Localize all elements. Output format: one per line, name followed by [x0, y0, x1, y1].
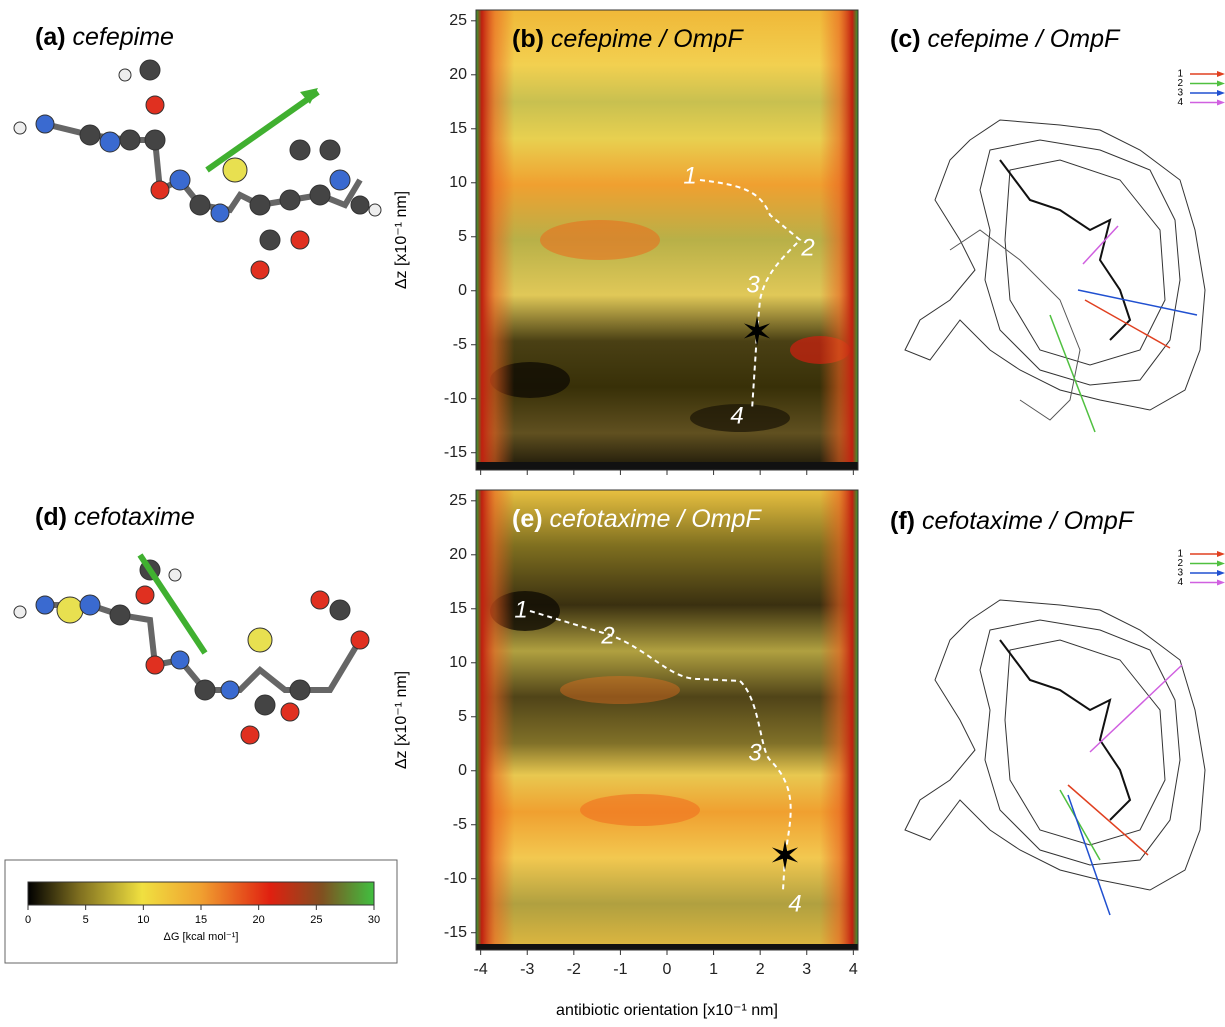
colorbar — [28, 882, 374, 905]
x-tick-label: 1 — [709, 961, 718, 978]
x-tick-label: -3 — [520, 961, 534, 978]
path-label: 1 — [514, 596, 527, 623]
panel-title: (a) cefepime — [35, 23, 174, 51]
panel-title: (e) cefotaxime / OmpF — [512, 505, 762, 533]
y-tick-label: -5 — [453, 816, 467, 833]
panel-title: (d) cefotaxime — [35, 503, 195, 531]
legend-label: 4 — [1177, 577, 1183, 588]
y-tick-label: 5 — [458, 708, 467, 725]
figure: ✶ ✶ ΔG [kcal mol⁻¹] (a — [0, 0, 1225, 1022]
svg-text:✶: ✶ — [768, 835, 802, 879]
y-tick-label: 10 — [449, 174, 467, 191]
protein-c — [905, 120, 1205, 420]
x-tick-label: 0 — [663, 961, 672, 978]
panel-name: cefotaxime / OmpF — [922, 507, 1135, 535]
x-tick-label: 3 — [802, 961, 811, 978]
y-tick-label: -10 — [444, 390, 467, 407]
y-tick-label: 0 — [458, 282, 467, 299]
panel-label: (f) — [890, 507, 915, 535]
y-tick-label: 15 — [449, 600, 467, 617]
y-tick-label: 5 — [458, 228, 467, 245]
path-label: 1 — [683, 162, 696, 189]
legend-arrow — [1217, 100, 1225, 106]
panel-title: (c) cefepime / OmpF — [890, 25, 1121, 53]
y-tick-label: 20 — [449, 66, 467, 83]
legend-arrow — [1217, 561, 1225, 567]
y-tick-label: 20 — [449, 546, 467, 563]
colorbar-tick-label: 15 — [195, 914, 207, 926]
colorbar-label: ΔG [kcal mol⁻¹] — [164, 931, 239, 943]
y-tick-label: -15 — [444, 444, 467, 461]
x-tick-label: -1 — [613, 961, 627, 978]
molecule-d — [14, 555, 369, 744]
colorbar-tick-label: 10 — [137, 914, 149, 926]
y-tick-label: 25 — [449, 492, 467, 509]
y-tick-label: -10 — [444, 870, 467, 887]
y-tick-label: 10 — [449, 654, 467, 671]
panel-name: cefepime / OmpF — [928, 25, 1121, 53]
x-tick-label: -2 — [567, 961, 581, 978]
y-tick-label: -5 — [453, 336, 467, 353]
legend-arrow — [1217, 570, 1225, 576]
colorbar-tick-label: 5 — [83, 914, 89, 926]
panel-name: cefepime — [73, 23, 174, 51]
y-tick-label: -15 — [444, 924, 467, 941]
panel-label: (c) — [890, 25, 921, 53]
path-label: 3 — [748, 739, 762, 766]
y-axis-label: Δz [x10⁻¹ nm] — [393, 191, 410, 289]
y-axis-label: Δz [x10⁻¹ nm] — [393, 671, 410, 769]
legend-arrow — [1217, 551, 1225, 557]
legend-arrow — [1217, 81, 1225, 87]
panel-title: (f) cefotaxime / OmpF — [890, 507, 1135, 535]
protein-f — [905, 600, 1205, 890]
legend-label: 4 — [1177, 97, 1183, 108]
panel-name: cefotaxime — [74, 503, 195, 531]
colorbar-tick-label: 25 — [310, 914, 322, 926]
path-label: 2 — [600, 622, 614, 649]
panel-label: (d) — [35, 503, 67, 531]
legend-arrow — [1217, 90, 1225, 96]
svg-text:✶: ✶ — [740, 311, 774, 355]
x-tick-label: 4 — [849, 961, 858, 978]
x-axis-label: antibiotic orientation [x10⁻¹ nm] — [556, 1002, 778, 1019]
map-e: ✶ — [476, 490, 858, 950]
colorbar-tick-label: 0 — [25, 914, 31, 926]
panel-label: (b) — [512, 25, 544, 53]
path-label: 2 — [800, 234, 814, 261]
legend-arrow — [1217, 580, 1225, 586]
panel-name: cefotaxime / OmpF — [550, 505, 763, 533]
path-label: 3 — [746, 271, 760, 298]
y-tick-label: 0 — [458, 762, 467, 779]
panel-name: cefepime / OmpF — [551, 25, 744, 53]
colorbar-tick-label: 20 — [253, 914, 265, 926]
y-tick-label: 25 — [449, 12, 467, 29]
colorbar-frame — [5, 860, 397, 963]
panel-label: (e) — [512, 505, 543, 533]
path-label: 4 — [788, 890, 801, 917]
y-tick-label: 15 — [449, 120, 467, 137]
path-label: 4 — [730, 402, 743, 429]
legend-arrow — [1217, 71, 1225, 77]
panel-label: (a) — [35, 23, 66, 51]
colorbar-tick-label: 30 — [368, 914, 380, 926]
x-tick-label: -4 — [474, 961, 488, 978]
x-tick-label: 2 — [756, 961, 765, 978]
panel-title: (b) cefepime / OmpF — [512, 25, 744, 53]
molecule-a — [14, 60, 381, 279]
